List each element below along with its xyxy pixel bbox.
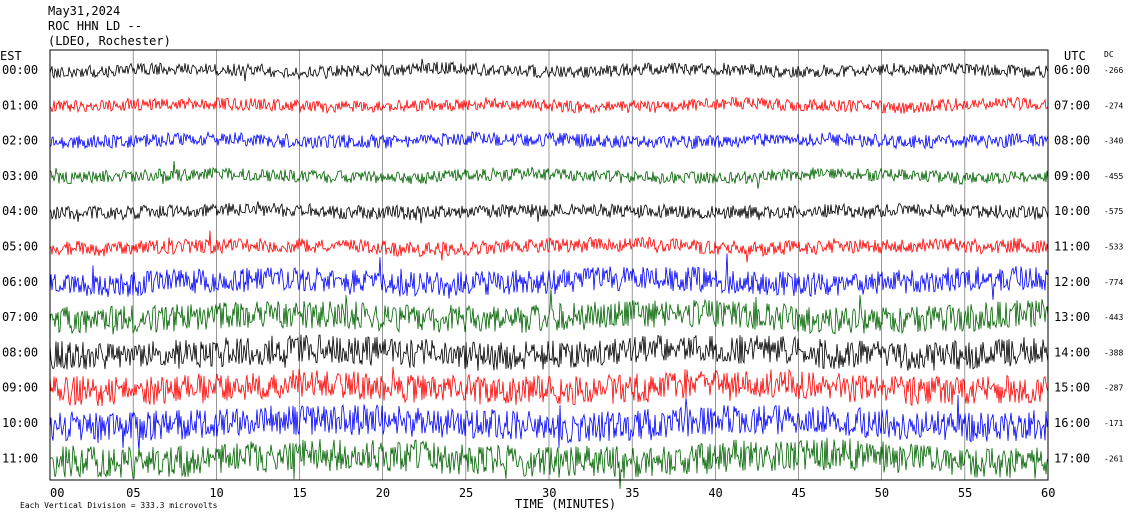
x-tick-label: 05 <box>126 486 140 500</box>
x-tick-label: 35 <box>625 486 639 500</box>
x-tick-label: 45 <box>792 486 806 500</box>
axis-labels: 00 05 10 15 20 25 30 35 40 45 50 55 60 00:00 06:00 -266… <box>2 63 1123 500</box>
dc-offset-label: -274 <box>1104 101 1123 110</box>
seismic-trace <box>49 253 1049 300</box>
utc-hour-label: 12:00 <box>1054 275 1090 289</box>
x-tick-label: 30 <box>542 486 556 500</box>
station-code: ROC HHN LD -- <box>48 19 142 33</box>
x-tick-label: 20 <box>376 486 390 500</box>
seismic-trace <box>49 58 1049 82</box>
utc-hour-label: 17:00 <box>1054 451 1090 465</box>
x-tick-label: 55 <box>958 486 972 500</box>
est-hour-label: 08:00 <box>2 345 38 359</box>
x-tick-label: 15 <box>293 486 307 500</box>
dc-axis-label: DC <box>1104 50 1114 59</box>
utc-hour-label: 09:00 <box>1054 169 1090 183</box>
x-tick-label: 25 <box>459 486 473 500</box>
utc-hour-label: 14:00 <box>1054 345 1090 359</box>
seismic-trace <box>49 289 1049 335</box>
record-date: May31,2024 <box>48 4 121 18</box>
x-tick-label: 40 <box>708 486 722 500</box>
seismic-trace <box>49 366 1049 407</box>
utc-hour-label: 13:00 <box>1054 310 1090 324</box>
utc-hour-label: 10:00 <box>1054 204 1090 218</box>
utc-hour-label: 06:00 <box>1054 63 1090 77</box>
utc-hour-label: 11:00 <box>1054 240 1090 254</box>
dc-offset-label: -443 <box>1104 313 1123 322</box>
x-tick-label: 50 <box>875 486 889 500</box>
utc-axis-label: UTC <box>1064 49 1086 63</box>
utc-hour-label: 08:00 <box>1054 134 1090 148</box>
dc-offset-label: -575 <box>1104 207 1123 216</box>
dc-offset-label: -171 <box>1104 419 1123 428</box>
est-axis-label: EST <box>0 49 22 63</box>
seismic-trace <box>49 437 1049 489</box>
seismic-trace <box>49 395 1049 452</box>
seismic-trace <box>49 96 1049 115</box>
plot-frame <box>49 49 1049 481</box>
est-hour-label: 02:00 <box>2 134 38 148</box>
seismic-trace <box>49 201 1049 224</box>
x-tick-label: 00 <box>50 486 64 500</box>
dc-offset-label: -388 <box>1104 348 1123 357</box>
dc-offset-label: -340 <box>1104 137 1123 146</box>
dc-offset-label: -287 <box>1104 384 1123 393</box>
est-hour-label: 03:00 <box>2 169 38 183</box>
est-hour-label: 05:00 <box>2 240 38 254</box>
est-hour-label: 11:00 <box>2 451 38 465</box>
x-tick-label: 10 <box>209 486 223 500</box>
seismic-trace <box>49 160 1049 189</box>
utc-hour-label: 15:00 <box>1054 381 1090 395</box>
est-hour-label: 06:00 <box>2 275 38 289</box>
est-hour-label: 04:00 <box>2 204 38 218</box>
seismic-traces <box>49 58 1049 489</box>
network-name: (LDEO, Rochester) <box>48 34 171 48</box>
x-tick-label: 60 <box>1041 486 1055 500</box>
dc-offset-label: -266 <box>1104 66 1123 75</box>
utc-hour-label: 07:00 <box>1054 98 1090 112</box>
dc-offset-label: -774 <box>1104 278 1123 287</box>
utc-hour-label: 16:00 <box>1054 416 1090 430</box>
seismic-trace <box>49 130 1049 150</box>
seismic-trace <box>49 334 1049 371</box>
dc-offset-label: -261 <box>1104 454 1123 463</box>
est-hour-label: 00:00 <box>2 63 38 77</box>
dc-offset-label: -455 <box>1104 172 1123 181</box>
dc-offset-label: -533 <box>1104 243 1123 252</box>
est-hour-label: 10:00 <box>2 416 38 430</box>
scale-note: Each Vertical Division = 333.3 microvolt… <box>20 501 218 510</box>
x-axis-title: TIME (MINUTES) <box>515 497 616 511</box>
est-hour-label: 01:00 <box>2 98 38 112</box>
est-hour-label: 09:00 <box>2 381 38 395</box>
seismic-trace <box>49 230 1049 263</box>
est-hour-label: 07:00 <box>2 310 38 324</box>
